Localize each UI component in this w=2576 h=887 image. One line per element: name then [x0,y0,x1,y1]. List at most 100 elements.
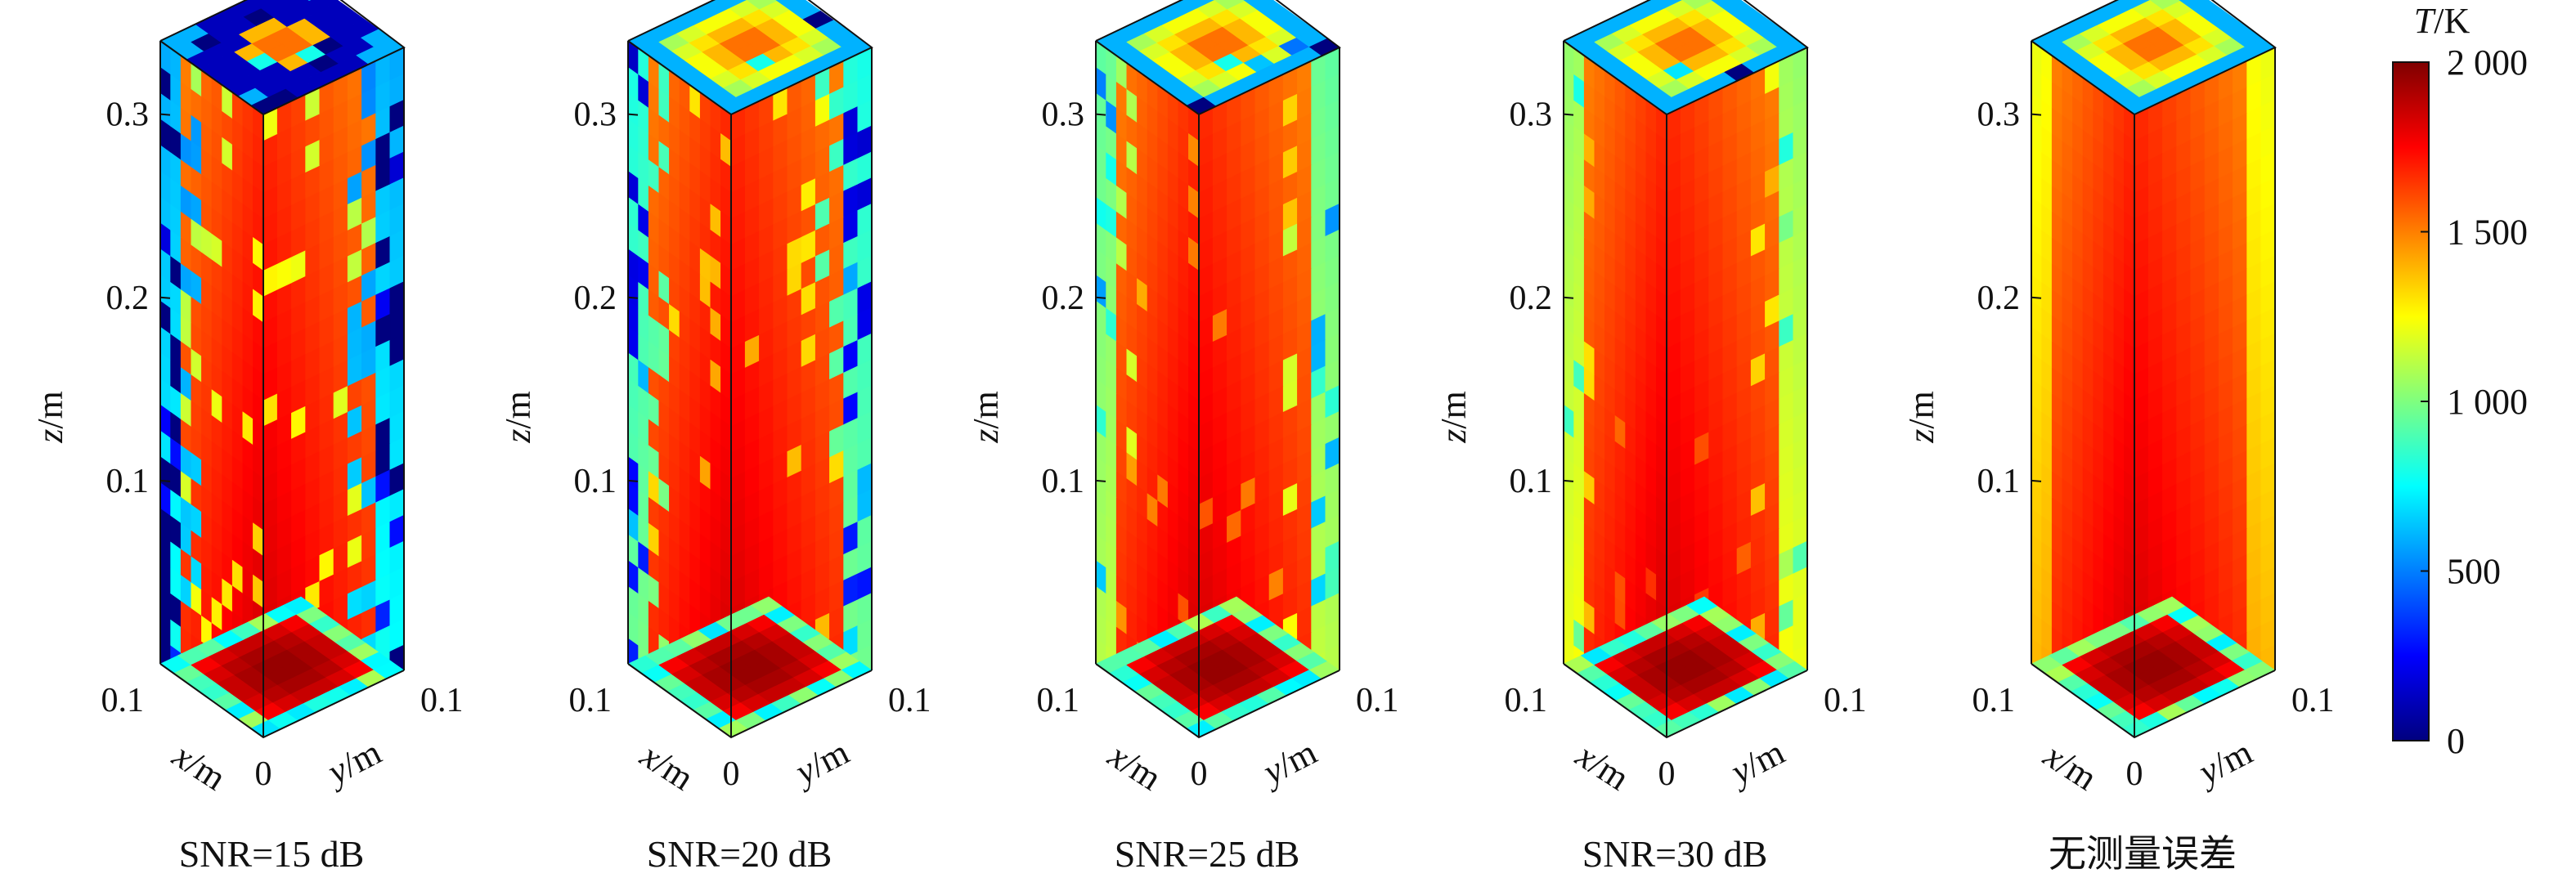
z-tick-label: 0.2 [106,280,150,317]
temp-cell [750,596,783,615]
x-tick-label: 0.1 [569,682,613,719]
z-tick-label: 0.2 [1510,280,1553,317]
chart-panel-5: 0.1 0.2 0.3 z/m 0.1 0 0.1 x/m y/m 无测量误差 [1901,0,2335,875]
y-axis-label: y/m [318,732,388,793]
z-tick-label: 0.3 [106,96,150,134]
x-axis-label: x/m [1101,735,1169,799]
x-tick-label: 0.1 [101,682,145,719]
cube-edges [627,0,873,739]
front-face-y [2134,47,2276,738]
z-tick [2031,113,2042,116]
z-axis: 0.1 0.2 0.3 z/m [1901,96,2042,500]
x-tick-label: 0.1 [1972,682,2016,719]
x-tick-label: 0.1 [1037,682,1080,719]
cube-edges [1095,0,1341,739]
top-slice [1095,0,1340,115]
temp-cell [1196,0,1228,18]
panel-caption: SNR=15 dB [179,833,365,875]
z-tick-label: 0.3 [1042,96,1085,134]
temp-cell [716,0,747,9]
front-face-x [1095,40,1200,738]
temp-cell [1685,596,1718,615]
y-tick-label: 0.1 [1824,682,1867,719]
z-tick [159,113,171,116]
bottom-slice [1095,596,1340,738]
temp-cell [1711,0,1715,2]
x-axis-label: x/m [633,735,701,799]
origin-tick-label: 0 [1191,755,1208,793]
temp-cell [1244,0,1276,11]
top-slice [1563,0,1808,115]
temp-cell [2179,0,2183,2]
x-axis-label: x/m [165,735,233,799]
z-tick-label: 0.2 [574,280,617,317]
temp-cell [278,0,310,10]
temp-cell [728,0,761,18]
front-face-x [2031,40,2135,738]
temp-cell [776,0,808,11]
temp-cell [2131,0,2164,18]
z-tick-label: 0.1 [106,463,150,500]
z-tick [1563,479,1574,482]
z-axis: 0.1 0.2 0.3 z/m [1434,96,1574,500]
temp-cell [260,0,293,18]
z-tick-label: 0.1 [1510,463,1553,500]
z-tick [1563,113,1574,116]
y-axis-label: y/m [1721,732,1791,793]
z-tick [627,113,639,116]
temp-cell [2120,0,2150,9]
origin-tick-label: 0 [255,755,272,793]
panels: 0.1 0.2 0.3 z/m 0.1 0 0.1 x/m y/m SNR=15 dB 0.1 0.2… [30,0,2335,875]
z-tick [627,479,639,482]
bottom-slice [627,596,873,738]
temp-cell [282,596,315,615]
bottom-slice [159,596,405,738]
chart-panel-4: 0.1 0.2 0.3 z/m 0.1 0 0.1 x/m y/m SNR=30 dB [1434,0,1867,875]
temp-cell [1184,0,1214,9]
temp-cell [1652,0,1682,9]
cube-edges [2031,0,2277,739]
temp-cell [1243,0,1247,2]
y-tick-label: 0.1 [888,682,931,719]
z-axis-label: z/m [966,391,1006,444]
z-tick [159,479,171,482]
colorbar-tick-label: 0 [2447,721,2465,761]
panel-caption: SNR=20 dB [647,833,832,875]
x-tick-label: 0.1 [1505,682,1548,719]
temp-cell [1663,0,1696,18]
z-tick-label: 0.1 [574,463,617,500]
temp-cell [249,0,279,9]
z-axis: 0.1 0.2 0.3 z/m [966,96,1106,500]
origin-tick-label: 0 [2126,755,2143,793]
z-tick-label: 0.3 [574,96,617,134]
y-tick-label: 0.1 [420,682,464,719]
y-tick-label: 0.1 [2291,682,2335,719]
origin-tick-label: 0 [723,755,740,793]
origin-tick-label: 0 [1658,755,1676,793]
cube-edges [1563,0,1809,739]
panel-caption: 无测量误差 [2049,833,2237,875]
y-tick-label: 0.1 [1356,682,1399,719]
colorbar-tick-label: 1 500 [2447,213,2528,253]
colorbar-tick-label: 2 000 [2447,43,2528,83]
colorbar-title: T/K [2414,1,2471,41]
z-axis-label: z/m [1434,391,1474,444]
z-tick [1095,113,1106,116]
x-axis-label: x/m [2036,735,2104,799]
temp-cell [1681,0,1713,10]
y-axis-label: y/m [2189,732,2259,793]
z-tick [1095,479,1106,482]
temp-cell [1214,0,1245,10]
z-axis: 0.1 0.2 0.3 z/m [498,96,639,500]
temp-cell [2149,0,2181,10]
z-tick-label: 0.2 [1042,280,1085,317]
cube-edges [159,0,406,739]
z-axis-label: z/m [498,391,538,444]
front-face-x [1563,40,1667,738]
temp-cell [308,0,340,11]
chart-panel-2: 0.1 0.2 0.3 z/m 0.1 0 0.1 x/m y/m SNR=20 dB [498,0,931,875]
temp-cell [2153,596,2186,615]
temp-cell [746,0,778,10]
z-tick-label: 0.3 [1977,96,2021,134]
temp-cell [775,0,779,2]
